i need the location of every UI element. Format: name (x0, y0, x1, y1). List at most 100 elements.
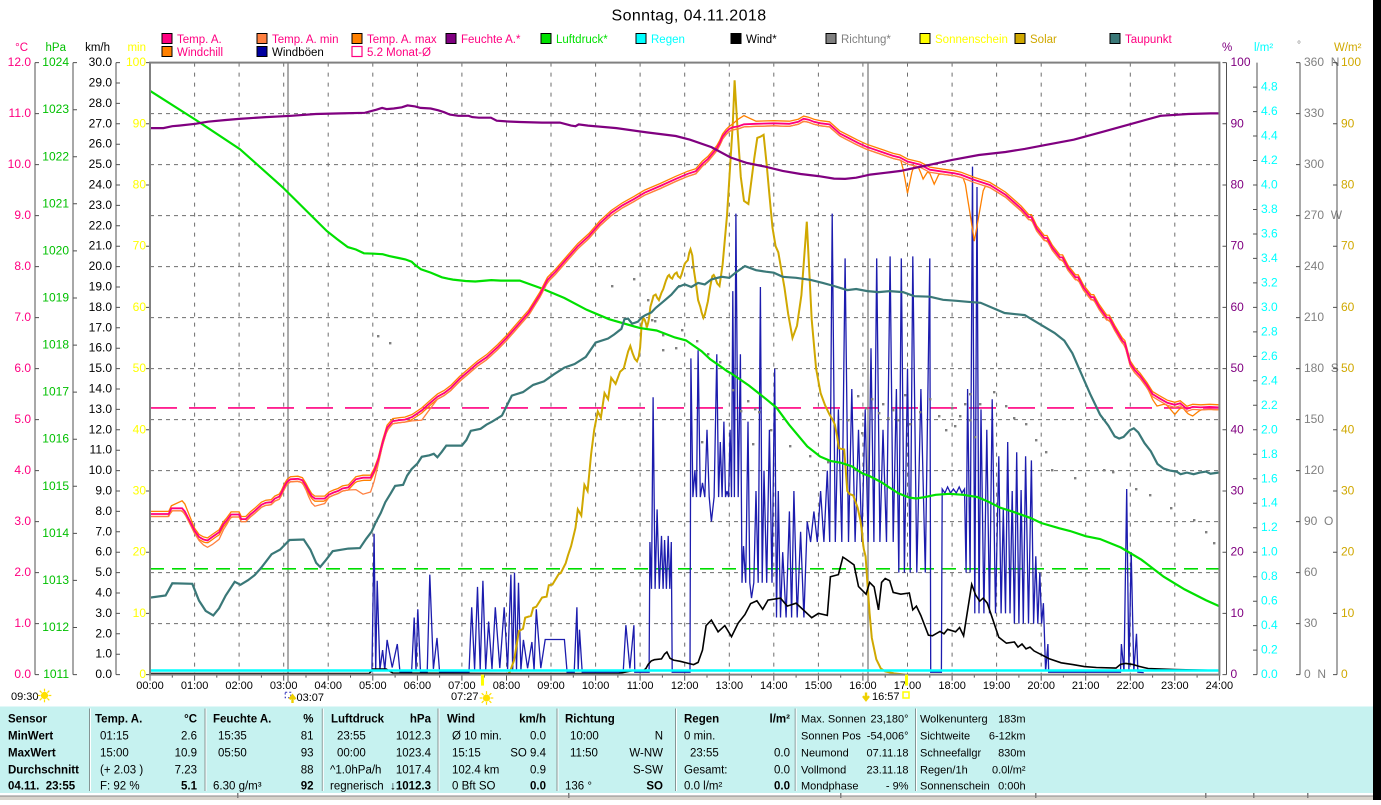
svg-text:0.0: 0.0 (14, 667, 31, 681)
svg-text:0.0l/m²: 0.0l/m² (992, 765, 1026, 777)
svg-text:23.0: 23.0 (89, 198, 113, 212)
svg-text:0:00h: 0:00h (998, 781, 1026, 793)
svg-text:16:00: 16:00 (849, 680, 877, 692)
svg-text:08:00: 08:00 (493, 680, 521, 692)
svg-text:14.0: 14.0 (89, 382, 113, 396)
svg-text:2.6: 2.6 (1261, 349, 1278, 363)
svg-text:Wolkenunterg: Wolkenunterg (920, 714, 988, 726)
svg-text:18:00: 18:00 (938, 680, 966, 692)
svg-text:Temp. A. max: Temp. A. max (367, 34, 437, 46)
svg-text:210: 210 (1304, 310, 1324, 324)
svg-text:2.0: 2.0 (14, 565, 31, 579)
svg-text:80: 80 (133, 178, 147, 192)
svg-text:0.0: 0.0 (774, 765, 790, 777)
svg-text:Durchschnitt: Durchschnitt (8, 765, 79, 777)
svg-text:3.2: 3.2 (1261, 275, 1278, 289)
svg-text:1020: 1020 (42, 243, 69, 257)
svg-text:20.0: 20.0 (89, 259, 113, 273)
svg-text:3.0: 3.0 (95, 606, 112, 620)
svg-text:15:00: 15:00 (100, 748, 129, 760)
svg-text:6.0: 6.0 (95, 545, 112, 559)
svg-text:0.0: 0.0 (774, 748, 790, 760)
svg-text:^1.0hPa/h: ^1.0hPa/h (330, 765, 381, 777)
svg-text:MinWert: MinWert (8, 731, 53, 743)
svg-text:1.4: 1.4 (1261, 496, 1278, 510)
svg-text:830m: 830m (998, 748, 1026, 760)
svg-text:4.6: 4.6 (1261, 104, 1278, 118)
svg-text:1.0: 1.0 (95, 647, 112, 661)
svg-text:Temp. A.: Temp. A. (177, 34, 222, 46)
svg-text:10:00: 10:00 (582, 680, 610, 692)
svg-text:Sonnenschein: Sonnenschein (935, 34, 1008, 46)
svg-text:Temp. A. min: Temp. A. min (272, 34, 338, 46)
svg-text:10: 10 (133, 606, 147, 620)
svg-text:20:00: 20:00 (1027, 680, 1055, 692)
svg-text:20: 20 (1231, 545, 1245, 559)
svg-text:Wind: Wind (447, 714, 475, 726)
svg-text:- 9%: - 9% (886, 781, 909, 793)
svg-text:Windböen: Windböen (272, 47, 324, 59)
svg-text:Sonntag, 04.11.2018: Sonntag, 04.11.2018 (612, 8, 767, 25)
svg-text:3.4: 3.4 (1261, 251, 1278, 265)
svg-text:11.0: 11.0 (9, 106, 32, 120)
svg-text:28.0: 28.0 (89, 96, 113, 110)
svg-text:07:00: 07:00 (448, 680, 476, 692)
svg-text:0 Bft SO: 0 Bft SO (452, 781, 496, 793)
svg-text:09:00: 09:00 (537, 680, 565, 692)
svg-text:60: 60 (1341, 300, 1355, 314)
svg-text:07:27: 07:27 (451, 691, 479, 703)
svg-text:92: 92 (301, 781, 314, 793)
svg-text:1.8: 1.8 (1261, 447, 1278, 461)
svg-text:4.0: 4.0 (1261, 178, 1278, 192)
svg-text:-54,006°: -54,006° (867, 731, 909, 743)
svg-text:12.0: 12.0 (89, 422, 113, 436)
svg-text:2.4: 2.4 (1261, 373, 1278, 387)
svg-text:N: N (655, 731, 663, 743)
svg-text:Neumond: Neumond (801, 748, 849, 760)
svg-text:10.9: 10.9 (175, 748, 197, 760)
svg-text:330: 330 (1304, 106, 1324, 120)
svg-text:50: 50 (133, 361, 147, 375)
svg-text:5.0: 5.0 (14, 412, 31, 426)
svg-text:1015: 1015 (42, 479, 69, 493)
svg-text:6.0: 6.0 (14, 361, 31, 375)
svg-text:00:00: 00:00 (337, 748, 366, 760)
svg-text:150: 150 (1304, 412, 1324, 426)
svg-text:100: 100 (1341, 55, 1361, 69)
svg-text:17.0: 17.0 (89, 320, 113, 334)
svg-text:183m: 183m (998, 714, 1026, 726)
svg-text:km/h: km/h (519, 714, 546, 726)
svg-text:Richtung*: Richtung* (841, 34, 891, 46)
svg-text:SO 9.4: SO 9.4 (510, 748, 546, 760)
svg-text:81: 81 (301, 731, 314, 743)
svg-text:03:07: 03:07 (297, 692, 325, 704)
svg-text:04:00: 04:00 (314, 680, 342, 692)
svg-text:1022: 1022 (42, 149, 69, 163)
svg-text:1.0: 1.0 (1261, 545, 1278, 559)
svg-text:2.0: 2.0 (95, 626, 112, 640)
svg-text:Mondphase: Mondphase (801, 781, 859, 793)
svg-text:8.0: 8.0 (14, 259, 31, 273)
svg-text:7.23: 7.23 (175, 765, 197, 777)
svg-text:1023: 1023 (42, 102, 69, 116)
svg-text:4.0: 4.0 (95, 586, 112, 600)
svg-text:Max. Sonnen: Max. Sonnen (801, 714, 866, 726)
svg-text:2.8: 2.8 (1261, 324, 1278, 338)
svg-text:180 S: 180 S (1304, 361, 1339, 375)
svg-text:Luftdruck: Luftdruck (331, 714, 385, 726)
svg-text:15.0: 15.0 (89, 361, 113, 375)
svg-text:40: 40 (1231, 422, 1245, 436)
svg-text:05:50: 05:50 (218, 748, 247, 760)
svg-text:Ø 10 min.: Ø 10 min. (452, 731, 502, 743)
svg-text:MaxWert: MaxWert (8, 748, 56, 760)
svg-text:80: 80 (1231, 178, 1245, 192)
svg-text:100: 100 (1231, 55, 1251, 69)
svg-text:1018: 1018 (42, 338, 69, 352)
svg-text:10.0: 10.0 (89, 463, 113, 477)
svg-text:0: 0 (139, 667, 146, 681)
svg-text:°: ° (1297, 40, 1301, 51)
svg-text:1.2: 1.2 (1261, 520, 1278, 534)
svg-text:01:00: 01:00 (181, 680, 209, 692)
svg-text:1017: 1017 (42, 385, 69, 399)
svg-text:Temp. A.: Temp. A. (95, 714, 142, 726)
